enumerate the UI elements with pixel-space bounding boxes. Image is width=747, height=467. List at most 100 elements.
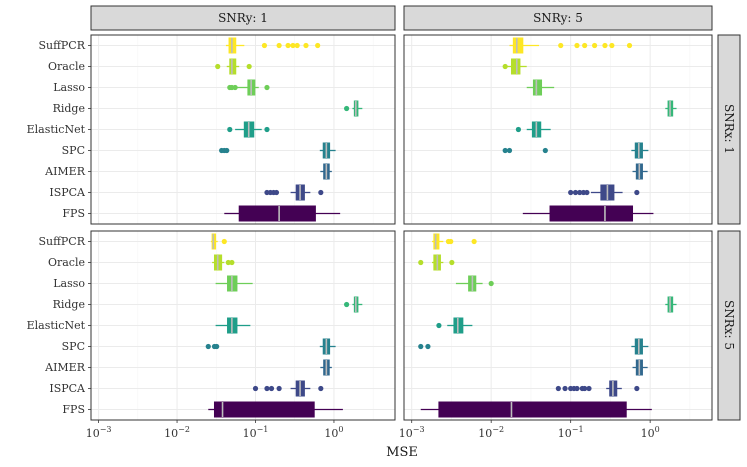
box-fps [208,401,343,418]
box-iqr [229,58,237,75]
box-fps [224,205,341,222]
box-suffpcr [210,233,227,250]
outlier-point [436,322,442,329]
column-strip-2: SNRy: 5 [403,5,713,31]
outlier-point [555,385,561,392]
column-strip-1-label: SNRy: 1 [218,11,268,25]
x-axis: 10−3 10−2 10−1 100 10−3 10−2 10−1 100 [86,420,660,440]
outlier-point [276,42,282,49]
outlier-point [568,189,574,196]
box-elasticnet [436,317,473,334]
outlier-point [225,259,231,266]
x-tick-label: 10−1 [243,425,269,440]
x-tick-base: 10 [478,427,492,440]
y-tick-label: ISPCA [49,382,86,395]
outlier-point [602,42,608,49]
y-axis: SuffPCR Oracle Lasso Ridge ElasticNet SPC AIME… [27,39,91,416]
y-tick-label: SPC [62,340,85,353]
box-aimer [632,359,648,376]
column-strip-1-bg [90,5,396,31]
box-aimer [320,163,332,180]
box-suffpcr [225,37,321,54]
box-aimer [320,359,332,376]
outlier-point [626,42,633,49]
x-tick-base: 10 [558,427,572,440]
outlier-point [273,189,280,196]
box-oracle [502,58,527,75]
outlier-point [506,147,513,154]
box-ispca [252,380,324,397]
x-tick-base: 10 [164,427,178,440]
x-tick-exponent: −2 [178,425,190,434]
box-ispca [568,184,640,201]
outlier-point [634,385,640,392]
x-tick-exponent: 0 [655,425,660,434]
outlier-point [276,385,282,392]
outlier-point [268,385,275,392]
panel-r2-c1 [90,230,396,421]
outlier-point [318,385,324,392]
x-tick-base: 10 [399,427,413,440]
outlier-point [215,63,221,70]
column-strip-1: SNRy: 1 [90,5,396,31]
x-tick-label: 10−3 [399,425,425,440]
outlier-point [449,259,455,266]
y-tick-label: ElasticNet [27,123,86,136]
outlier-point [303,42,309,49]
outlier-point [205,343,211,350]
y-tick-label: ElasticNet [27,319,86,332]
x-tick-exponent: −3 [413,425,425,434]
box-spc [418,338,649,355]
box-spc [205,338,336,355]
panel-r1-c2 [403,34,713,225]
outlier-point [418,343,424,350]
box-spc [219,142,336,159]
box-lasso [215,275,253,292]
outlier-point [318,189,324,196]
y-tick-label: Lasso [53,81,85,94]
box-suffpcr [431,233,477,250]
y-tick-label: FPS [62,403,85,416]
outlier-point [609,42,615,49]
y-tick-label: ISPCA [49,186,86,199]
box-iqr [213,401,315,418]
box-lasso [227,79,270,96]
outlier-point [488,280,494,287]
outlier-point [471,238,477,245]
x-tick-label: 100 [641,425,660,440]
row-strip-1: SNRx: 1 [717,34,741,225]
outlier-point [264,385,270,392]
outlier-point [344,301,350,308]
x-tick-label: 10−2 [164,425,190,440]
box-ispca [264,184,324,201]
box-aimer [632,163,648,180]
outlier-point [574,385,580,392]
column-strip-2-bg [403,5,713,31]
outlier-point [577,189,583,196]
y-tick-label: SPC [62,144,85,157]
row-strip-2-label: SNRx: 5 [722,300,736,350]
outlier-point [344,105,350,112]
outlier-point [572,189,579,196]
box-ridge [665,296,677,313]
y-tick-label: SuffPCR [38,39,85,52]
x-tick-label: 10−1 [558,425,584,440]
y-tick-label: SuffPCR [38,235,85,248]
box-elasticnet [227,121,270,138]
outlier-point [261,42,268,49]
y-tick-label: Ridge [53,102,85,115]
column-strip-2-label: SNRy: 5 [533,11,583,25]
y-tick-label: Oracle [48,256,85,269]
y-tick-label: AIMER [44,165,86,178]
outlier-point [425,343,431,350]
outlier-point [591,42,598,49]
outlier-point [418,259,424,266]
x-axis-title: MSE [386,445,418,460]
x-tick-label: 100 [324,425,343,440]
box-iqr [532,79,543,96]
outlier-point [558,42,564,49]
panel-r2-c2 [403,230,713,421]
outlier-point [246,63,252,70]
panel-r2-c2-border [403,230,713,421]
